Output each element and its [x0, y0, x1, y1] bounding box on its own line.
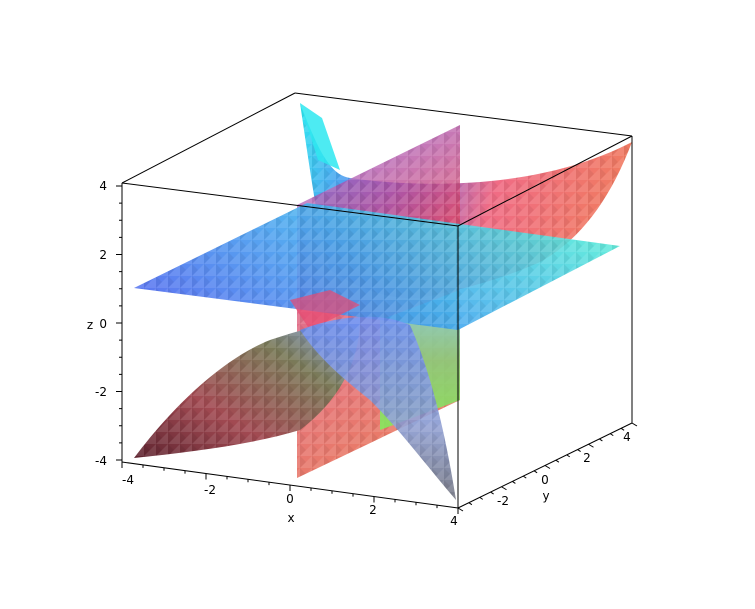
y-tick: [577, 449, 581, 452]
z-tick-label: 2: [99, 248, 107, 262]
y-tick: [620, 427, 625, 431]
horizontal-plane: [134, 203, 620, 330]
y-tick: [588, 443, 594, 448]
y-tick: [609, 433, 614, 437]
y-tick-label: 2: [583, 451, 591, 465]
z-tick-label: -4: [95, 454, 107, 468]
y-tick: [555, 459, 560, 463]
y-axis-label: y: [542, 489, 549, 503]
y-tick-label: 0: [541, 473, 549, 487]
y-tick-label: -2: [497, 494, 509, 508]
y-tick: [479, 496, 484, 500]
z-tick-label: -2: [95, 385, 107, 399]
x-tick-label: -4: [122, 473, 134, 487]
y-tick-label: 4: [623, 430, 631, 444]
y-tick: [533, 470, 538, 474]
z-tick-label: 4: [99, 179, 107, 193]
y-tick: [457, 507, 464, 512]
x-tick-label: -2: [204, 483, 216, 497]
x-tick-labels: -4 -2 0 2 4: [122, 473, 458, 528]
y-tick: [544, 465, 551, 469]
y-tick: [501, 486, 507, 491]
z-axis-label: z: [87, 318, 93, 332]
y-tick: [512, 481, 516, 484]
x-tick-label: 0: [286, 492, 294, 506]
x-tick-label: 4: [450, 514, 458, 528]
y-tick: [490, 491, 494, 495]
lower-curved-surface: [134, 316, 456, 500]
y-tick: [566, 454, 571, 458]
box-back: [121, 92, 633, 184]
y-tick-labels: -2 0 2 4: [497, 430, 631, 508]
y-tick: [599, 438, 603, 442]
z-tick-label: 0: [99, 317, 107, 331]
axis-ticks: [116, 185, 638, 514]
z-tick-labels: 4 2 0 -2 -4: [95, 179, 107, 468]
y-tick: [522, 475, 527, 479]
x-axis-label: x: [287, 511, 294, 525]
y-tick: [631, 422, 638, 427]
x-tick-label: 2: [369, 503, 377, 517]
y-tick: [468, 502, 473, 506]
